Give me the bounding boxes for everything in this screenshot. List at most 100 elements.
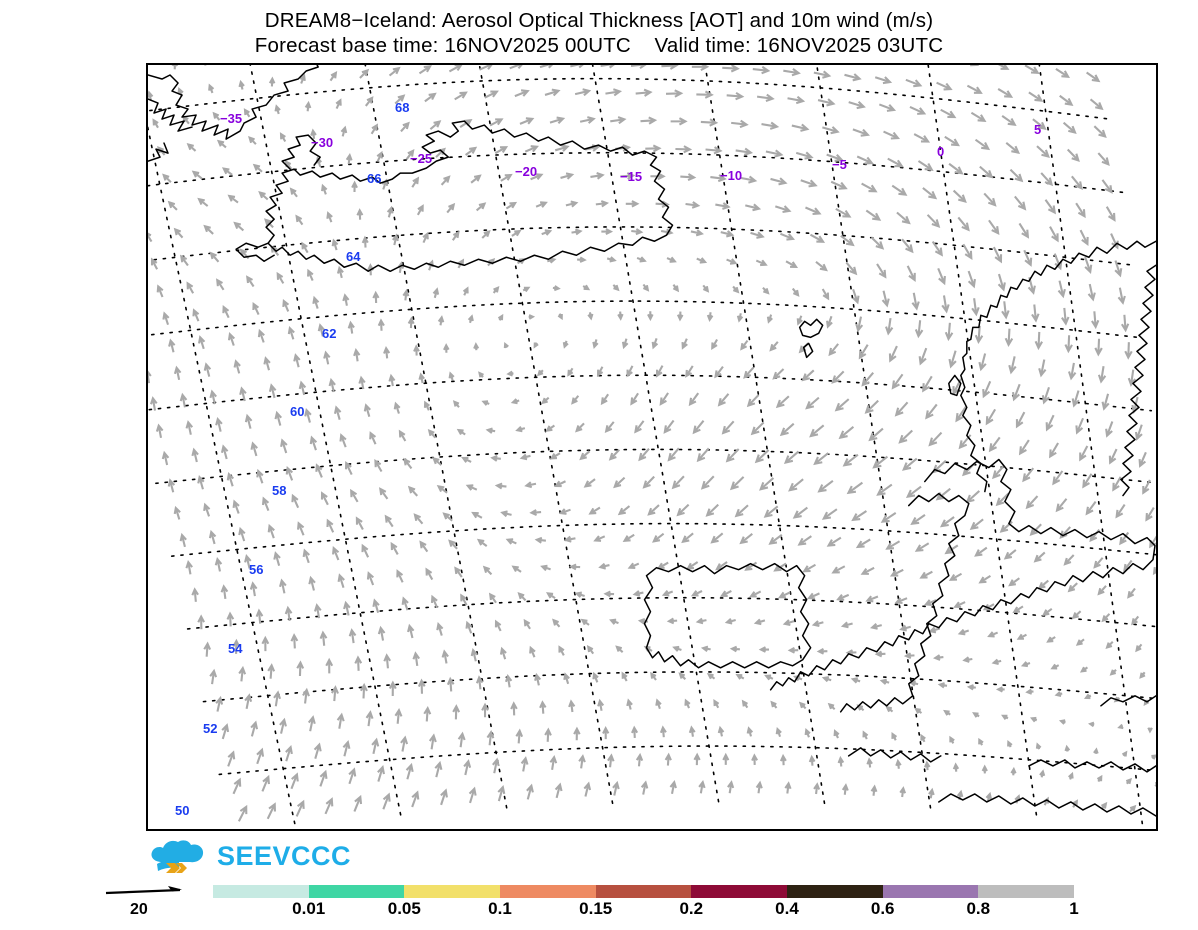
wind-arrow (888, 345, 898, 363)
wind-arrow (831, 565, 846, 574)
wind-arrow (524, 145, 539, 153)
coast-faroe-south (802, 342, 814, 359)
wind-arrow (899, 624, 912, 632)
wind-arrow (642, 283, 650, 292)
wind-arrow (988, 219, 1000, 236)
wind-arrow (755, 780, 763, 794)
wind-arrow (740, 175, 758, 184)
coast-ireland (643, 562, 812, 669)
wind-arrow (1064, 335, 1073, 354)
parallel-54 (186, 596, 1156, 630)
wind-arrow (574, 88, 592, 97)
wind-arrow (244, 693, 253, 710)
wind-arrow (268, 383, 277, 399)
wind-arrow (227, 331, 236, 346)
wind-arrow (418, 65, 432, 75)
wind-vector-field (148, 65, 1156, 822)
wind-arrow (470, 174, 482, 184)
wind-arrow (504, 673, 513, 688)
wind-arrow (827, 702, 836, 711)
wind-arrow (748, 590, 762, 598)
wind-arrow (601, 228, 614, 236)
wind-arrow (1034, 331, 1043, 351)
wind-arrow (162, 173, 172, 184)
wind-arrow (678, 672, 687, 680)
wind-arrow (858, 344, 869, 360)
wind-arrow (492, 757, 500, 774)
wind-arrow (920, 733, 926, 743)
seevccc-logo[interactable]: SEEVCCC (148, 836, 368, 876)
wind-arrow (203, 502, 211, 517)
wind-arrow (666, 617, 678, 625)
wind-arrow (307, 715, 316, 732)
wind-arrow (222, 305, 230, 319)
wind-arrow (216, 278, 225, 291)
wind-arrow (948, 350, 957, 369)
wind-arrow (903, 652, 915, 660)
wind-arrow (255, 608, 264, 624)
wind-arrow (197, 614, 205, 630)
wind-arrow (1142, 479, 1151, 495)
wind-arrow (752, 65, 771, 75)
wind-arrow (1040, 172, 1054, 187)
wind-arrow (238, 665, 247, 682)
wind-arrow (427, 428, 437, 439)
wind-arrow (386, 205, 394, 218)
wind-arrow (524, 481, 537, 489)
wind-arrow (407, 485, 419, 497)
wind-arrow (475, 675, 484, 690)
map-canvas[interactable]: 68 66 64 62 60 58 56 54 52 50 −35 −30 −25 −20 −15 −10 −5… (146, 63, 1158, 831)
wind-arrow (446, 676, 455, 692)
wind-arrow (307, 268, 314, 282)
wind-arrow (635, 88, 653, 97)
wind-arrow (578, 754, 586, 769)
wind-arrow (675, 145, 693, 154)
wind-arrow (751, 753, 759, 765)
wind-arrow (214, 557, 223, 572)
wind-arrow (297, 521, 305, 536)
wind-arrow (350, 488, 359, 503)
coast-iceland-westfjords (281, 134, 321, 170)
wind-arrow (588, 506, 601, 515)
wind-arrow (565, 200, 579, 208)
wind-arrow (891, 373, 904, 390)
wind-arrow (227, 194, 239, 204)
wind-arrow (845, 261, 858, 276)
wind-arrow (597, 698, 605, 711)
wind-arrow (1138, 451, 1147, 468)
wind-arrow (911, 292, 920, 311)
wind-arrow (304, 407, 312, 423)
wind-arrow (870, 236, 885, 250)
wind-arrow (203, 224, 214, 235)
wind-arrow (684, 698, 691, 709)
wind-arrow (952, 189, 967, 204)
wind-arrow (1071, 610, 1082, 620)
wind-arrow (1117, 287, 1126, 305)
wind-arrow (981, 764, 988, 774)
wind-arrow (1119, 531, 1130, 546)
wind-arrow (407, 316, 415, 329)
wind-arrow (485, 427, 496, 434)
wind-arrow (226, 611, 235, 627)
wind-arrow (966, 84, 983, 94)
wind-arrow (577, 256, 587, 263)
wind-arrow (1057, 280, 1066, 299)
wind-arrow (374, 459, 383, 473)
wind-arrow (412, 651, 421, 667)
wind-arrow (962, 656, 973, 663)
wind-arrow (243, 108, 251, 118)
wind-arrow (700, 645, 711, 653)
wind-arrow (726, 258, 738, 265)
wind-arrow (273, 551, 281, 566)
wind-arrow (452, 400, 460, 408)
wind-arrow (208, 529, 217, 545)
wind-arrow (237, 804, 248, 822)
wind-arrow (440, 175, 451, 186)
wind-arrow (821, 508, 838, 520)
wind-arrow (529, 645, 536, 658)
wind-arrow (539, 65, 554, 69)
wind-arrow (826, 536, 842, 547)
wind-arrow (775, 395, 790, 409)
wind-arrow (710, 174, 727, 183)
wind-arrow (627, 562, 640, 570)
